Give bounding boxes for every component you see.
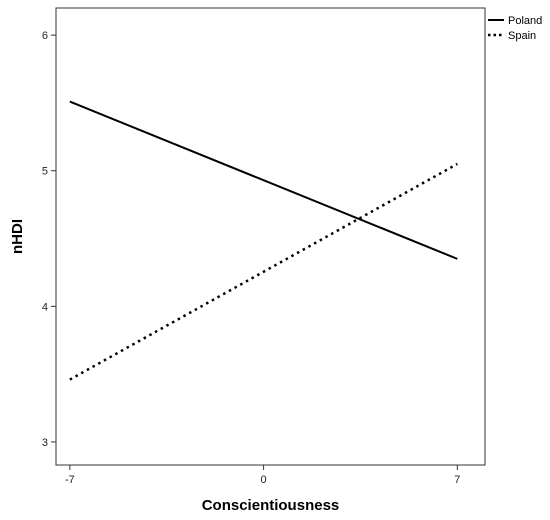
axes: 3 4 5 6 -7 0 7 — [42, 7, 486, 486]
series-line-poland — [69, 100, 458, 260]
y-tick-label: 4 — [42, 301, 48, 313]
legend-label-spain: Spain — [508, 30, 536, 42]
x-tick-label: 7 — [454, 474, 460, 486]
y-tick-label: 6 — [42, 30, 48, 42]
series-line-spain — [69, 162, 458, 381]
legend: Poland Spain — [488, 15, 542, 42]
y-tick-label: 5 — [42, 166, 48, 178]
x-tick-label: 0 — [261, 474, 267, 486]
plot-area — [69, 100, 458, 381]
plot-frame — [55, 7, 486, 466]
y-tick-label: 3 — [42, 437, 48, 449]
x-axis-title: Conscientiousness — [202, 497, 340, 514]
legend-label-poland: Poland — [508, 15, 542, 27]
y-axis-title: nHDI — [9, 219, 26, 254]
x-tick-label: -7 — [65, 474, 75, 486]
